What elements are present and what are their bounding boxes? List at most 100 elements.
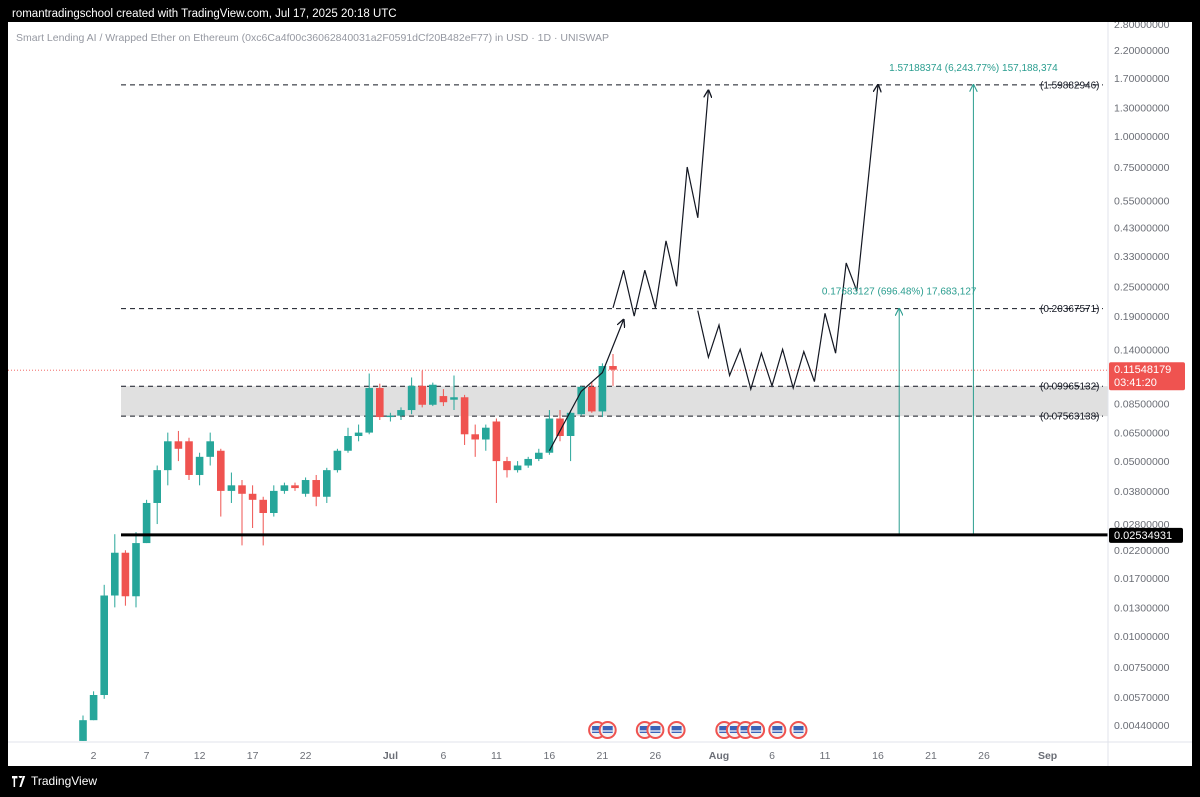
level-label: (0.07563138)	[1040, 412, 1100, 423]
candle-body	[153, 470, 161, 503]
tradingview-logo-icon	[12, 775, 26, 787]
projection-path-bull	[612, 90, 708, 317]
y-tick-label: 0.33000000	[1114, 251, 1170, 263]
measure-label: 1.57188374 (6,243.77%) 157,188,374	[889, 63, 1058, 74]
candle-body	[164, 441, 172, 471]
x-tick-label: 16	[544, 750, 556, 762]
x-tick-label: 21	[597, 750, 609, 762]
measure-layer: 0.17683127 (696.48%) 17,683,127 1.5718837…	[822, 63, 1058, 536]
candle-body	[323, 470, 331, 497]
projection-paths-layer	[548, 85, 878, 451]
economic-event-flag	[592, 726, 603, 733]
candle-body	[100, 595, 108, 696]
economic-event-flag	[650, 726, 661, 733]
economic-event-flag	[639, 726, 650, 733]
candle-body	[566, 412, 575, 436]
x-tick-label: 17	[247, 750, 259, 762]
y-tick-label: 0.00440000	[1114, 720, 1170, 732]
candle-body	[185, 441, 193, 475]
candle-body	[354, 432, 363, 436]
economic-event-flag	[719, 726, 730, 733]
symbol-description: Smart Lending AI / Wrapped Ether on Ethe…	[16, 32, 609, 44]
candle-body	[238, 485, 246, 494]
x-tick-label: 26	[650, 750, 662, 762]
x-tick-label: 12	[194, 750, 206, 762]
y-tick-label: 0.43000000	[1114, 222, 1170, 234]
tradingview-footer: TradingView	[12, 774, 97, 788]
candle-body	[482, 427, 490, 440]
candle-body	[206, 441, 214, 457]
candle-body	[142, 502, 151, 544]
y-tick-label: 0.01700000	[1114, 573, 1170, 585]
x-tick-label: 6	[769, 750, 775, 762]
candle-body	[588, 386, 596, 412]
level-label: (0.20367571)	[1040, 304, 1100, 315]
level-label: (1.59882946)	[1040, 80, 1100, 91]
economic-event-flag	[602, 726, 613, 733]
candle-body	[492, 421, 501, 462]
gray-zone	[121, 386, 1108, 417]
author-caption: romantradingschool created with TradingV…	[12, 8, 397, 20]
y-tick-label: 2.20000000	[1114, 45, 1170, 57]
y-tick-label: 0.14000000	[1114, 344, 1170, 356]
gray-zone-layer	[121, 386, 1108, 417]
economic-event-flag	[772, 726, 783, 733]
y-tick-label: 0.06500000	[1114, 428, 1170, 440]
x-tick-label: Sep	[1038, 750, 1057, 762]
candle-body	[132, 543, 140, 597]
candle-body	[312, 480, 320, 497]
current-price-tag	[1109, 362, 1185, 391]
x-tick-label: 11	[491, 750, 502, 762]
x-tick-label: 26	[978, 750, 990, 762]
candle-body	[270, 490, 278, 514]
x-tick-label: 21	[925, 750, 937, 762]
y-tick-label: 0.02200000	[1114, 545, 1170, 557]
candle-body	[545, 418, 554, 453]
candle-body	[259, 499, 267, 514]
candle-body	[460, 397, 469, 435]
candle-body	[376, 388, 384, 418]
candle-body	[365, 388, 373, 433]
y-tick-label: 0.08500000	[1114, 398, 1170, 410]
candle-body	[79, 720, 87, 741]
x-tick-label: 16	[872, 750, 884, 762]
candle-body	[598, 366, 607, 412]
candle-body	[344, 435, 352, 451]
y-tick-label: 1.70000000	[1114, 73, 1170, 85]
y-tick-label: 0.01000000	[1114, 631, 1170, 643]
x-tick-label: Aug	[709, 750, 729, 762]
y-tick-label: 0.00570000	[1114, 692, 1170, 704]
candle-body	[407, 385, 416, 411]
economic-event-flag	[740, 726, 751, 733]
y-tick-label: 0.01300000	[1114, 602, 1170, 614]
chart-panel[interactable]: (1.59882946) (0.20367571) (0.09965132) (0.0…	[8, 22, 1192, 766]
tradingview-brand: TradingView	[31, 774, 98, 788]
candle-body	[503, 461, 511, 471]
x-tick-label: 11	[820, 750, 831, 762]
y-tick-label: 0.19000000	[1114, 311, 1170, 323]
x-tick-label: Jul	[383, 750, 398, 762]
axes-layer: 2.80000000 2.20000000 1.70000000 1.30000000…	[8, 22, 1192, 766]
candle-body	[121, 552, 130, 597]
current-price-label: 0.11548179	[1114, 364, 1171, 376]
candle-body	[524, 458, 532, 466]
candle-body	[418, 385, 426, 405]
candle-body	[333, 450, 342, 471]
x-tick-label: 7	[144, 750, 150, 762]
candle-body	[397, 410, 405, 416]
candle-body	[577, 386, 585, 415]
candle-body	[111, 552, 119, 596]
candle-body	[291, 485, 299, 489]
candle-body	[217, 450, 225, 491]
candle-body	[556, 418, 564, 436]
y-tick-label: 1.00000000	[1114, 131, 1170, 143]
candle-body	[471, 434, 479, 440]
candle-body	[89, 695, 98, 721]
y-tick-label: 0.03800000	[1114, 486, 1170, 498]
candle-body	[280, 485, 289, 491]
candle-body	[609, 366, 617, 370]
y-tick-label: 2.80000000	[1114, 22, 1170, 31]
chart-canvas[interactable]: (1.59882946) (0.20367571) (0.09965132) (0.0…	[8, 22, 1192, 766]
candle-body	[174, 441, 183, 449]
